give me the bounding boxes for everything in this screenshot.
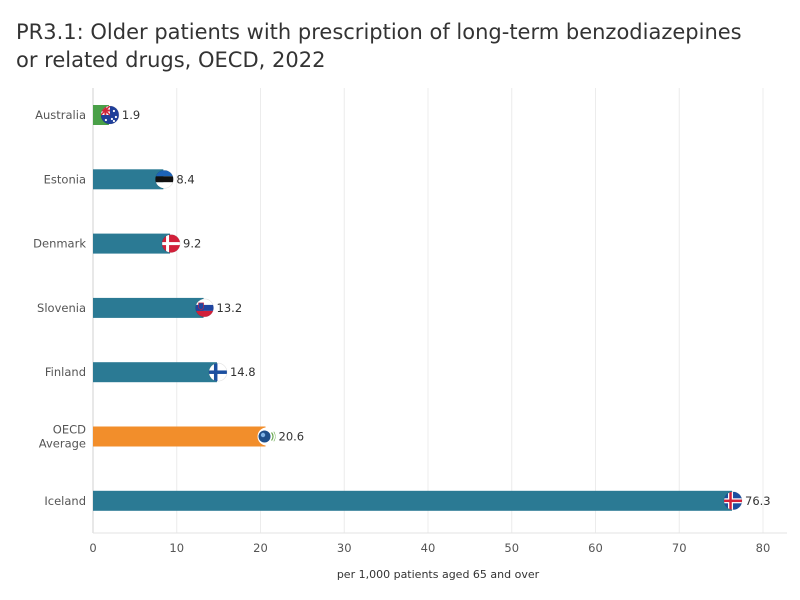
bar bbox=[93, 490, 733, 511]
x-tick-label: 0 bbox=[89, 541, 96, 555]
x-tick-label: 20 bbox=[253, 541, 268, 555]
oecd-logo-icon bbox=[257, 427, 276, 446]
iceland-flag-icon bbox=[723, 491, 743, 511]
category-label: Estonia bbox=[44, 172, 86, 186]
category-label: Denmark bbox=[33, 237, 86, 251]
data-label: 76.3 bbox=[745, 494, 771, 508]
bars bbox=[93, 105, 743, 511]
finland-flag-icon bbox=[208, 362, 228, 382]
estonia-flag-icon bbox=[155, 170, 174, 189]
bar bbox=[93, 297, 204, 318]
chart-title: PR3.1: Older patients with prescription … bbox=[16, 18, 776, 74]
x-tick-label: 60 bbox=[588, 541, 603, 555]
bar bbox=[93, 169, 164, 190]
x-axis-title: per 1,000 patients aged 65 and over bbox=[337, 568, 540, 581]
data-label: 20.6 bbox=[279, 430, 305, 444]
gridlines bbox=[176, 88, 764, 533]
category-label: Iceland bbox=[44, 494, 86, 508]
data-label: 13.2 bbox=[217, 301, 243, 315]
bar bbox=[93, 362, 217, 383]
x-tick-label: 40 bbox=[421, 541, 436, 555]
x-tick-label: 30 bbox=[337, 541, 352, 555]
data-label: 14.8 bbox=[230, 365, 256, 379]
x-tick-label: 80 bbox=[756, 541, 771, 555]
australia-flag-icon bbox=[100, 105, 120, 125]
data-label: 9.2 bbox=[183, 237, 201, 251]
chart-title-line-2: or related drugs, OECD, 2022 bbox=[16, 48, 326, 72]
category-label: Finland bbox=[45, 365, 86, 379]
slovenia-flag-icon bbox=[195, 298, 214, 318]
category-label: OECD Average bbox=[39, 423, 86, 451]
bar bbox=[93, 426, 266, 447]
data-label: 8.4 bbox=[176, 172, 194, 186]
category-label: Slovenia bbox=[37, 301, 86, 315]
x-tick-label: 70 bbox=[672, 541, 687, 555]
labels: 1.9 Australia 8.4 Estonia 9.2 Denmark 13.2 Slov… bbox=[33, 108, 770, 508]
denmark-flag-icon bbox=[161, 234, 181, 253]
axes: 0 10 20 30 40 50 60 70 80 per 1,000 patients aged… bbox=[89, 88, 787, 581]
category-label: Australia bbox=[35, 108, 86, 122]
data-label: 1.9 bbox=[122, 108, 140, 122]
x-tick-label: 50 bbox=[504, 541, 519, 555]
x-tick-label: 10 bbox=[169, 541, 184, 555]
chart-title-line-1: PR3.1: Older patients with prescription … bbox=[16, 20, 742, 44]
bar bbox=[93, 233, 171, 254]
